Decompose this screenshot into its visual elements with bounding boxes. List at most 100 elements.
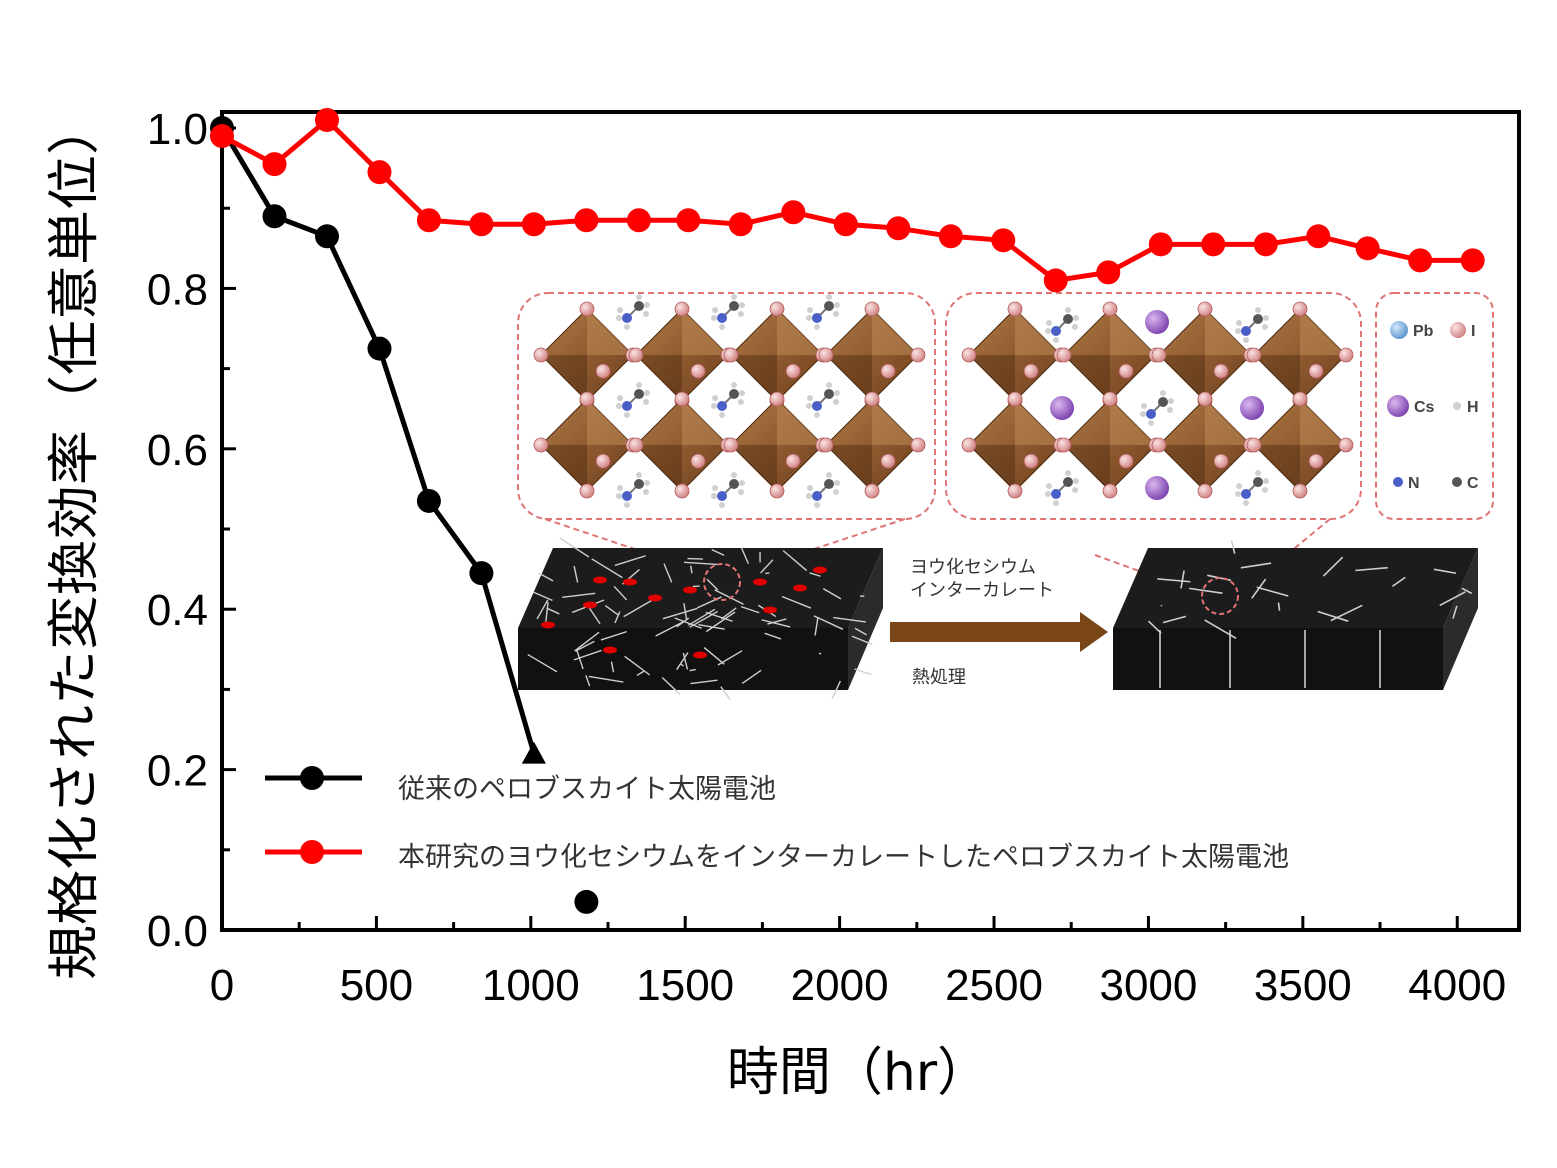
data-point (469, 212, 494, 237)
series-line-1 (220, 117, 1473, 283)
data-point (1253, 232, 1278, 257)
hydrogen-atom (806, 315, 812, 321)
iodine-atom (1197, 483, 1213, 499)
hydrogen-atom (1262, 487, 1268, 493)
carbon-atom (824, 389, 834, 399)
iodine-atom (769, 483, 785, 499)
iodine-atom (1023, 363, 1039, 379)
defect-mark (603, 646, 617, 654)
data-point (314, 108, 339, 133)
hydrogen-atom (644, 480, 650, 486)
iodine-atom (674, 391, 690, 407)
nitrogen-atom (812, 491, 822, 501)
y-axis: 0.0 0.2 0.4 0.6 0.8 1.0 (147, 105, 236, 956)
iodine-atom (690, 363, 706, 379)
data-point-isolated (574, 889, 599, 914)
legend: 従来のペロブスカイト太陽電池 本研究のヨウ化セシウムをインターカレートしたペロブ… (265, 766, 1289, 873)
iodine-atom (1308, 363, 1324, 379)
data-point (521, 212, 546, 237)
carbon-atom (1158, 397, 1168, 407)
iodine-atom (1151, 347, 1167, 363)
iodine-atom (690, 453, 706, 469)
hydrogen-atom (1065, 307, 1071, 313)
hydrogen-atom (636, 382, 642, 388)
legend-label-conventional: 従来のペロブスカイト太陽電池 (398, 774, 776, 805)
hydrogen-atom (814, 412, 820, 418)
defect-mark (583, 601, 597, 609)
nitrogen-atom (1146, 409, 1156, 419)
iodine-atom (595, 363, 611, 379)
x-axis: 0 500 1000 1500 2000 2500 3000 3500 4000 (210, 916, 1506, 1010)
iodine-atom (1246, 437, 1262, 453)
process-arrow (890, 612, 1108, 652)
iodine-atom (674, 483, 690, 499)
hydrogen-atom (1046, 483, 1052, 489)
iodine-atom (1197, 301, 1213, 317)
data-point (728, 212, 753, 237)
iodine-atom (769, 391, 785, 407)
hydrogen-atom (643, 489, 649, 495)
carbon-atom (824, 301, 834, 311)
defect-mark (763, 606, 777, 614)
x-tick-label: 4000 (1408, 961, 1506, 1010)
defect-mark (793, 584, 807, 592)
legend-marker-cesium (300, 840, 324, 864)
carbon-atom (634, 301, 644, 311)
hydrogen-atom (1072, 324, 1078, 330)
iodine-atom (628, 437, 644, 453)
data-point (833, 212, 858, 237)
iodine-atom (533, 347, 549, 363)
legend-label-cesium: 本研究のヨウ化セシウムをインターカレートしたペロブスカイト太陽電池 (398, 842, 1289, 873)
nitrogen-atom (717, 491, 727, 501)
x-tick-label: 3500 (1254, 961, 1352, 1010)
defect-mark (753, 578, 767, 586)
film-cesium (1113, 540, 1478, 690)
iodine-atom (785, 453, 801, 469)
y-axis-label: 規格化された変換効率（任意単位） (45, 100, 105, 980)
process-label-2: インターカレート (910, 580, 1054, 601)
hydrogen-atom (834, 302, 840, 308)
hydrogen-atom (738, 311, 744, 317)
hydrogen-atom (807, 395, 813, 401)
iodine-atom (1007, 391, 1023, 407)
iodine-atom (1338, 347, 1354, 363)
x-tick-label: 500 (340, 961, 413, 1010)
process-label-1: ヨウ化セシウム (910, 557, 1036, 578)
iodine-atom (785, 363, 801, 379)
carbon-atom (634, 389, 644, 399)
hydrogen-atom (1236, 483, 1242, 489)
defect-mark (623, 578, 637, 586)
hydrogen-atom (834, 390, 840, 396)
carbon-atom (824, 479, 834, 489)
data-point (781, 200, 806, 225)
nitrogen-atom (1241, 489, 1251, 499)
iodine-atom (1007, 301, 1023, 317)
hydrogen-atom (1235, 491, 1241, 497)
hydrogen-atom (643, 399, 649, 405)
carbon-atom (729, 479, 739, 489)
cesium-atom (1145, 476, 1169, 500)
hydrogen-atom (1053, 500, 1059, 506)
hydrogen-atom (833, 311, 839, 317)
hydrogen-atom (643, 311, 649, 317)
x-tick-label: 2000 (791, 961, 889, 1010)
data-point (1148, 232, 1173, 257)
iodine-atom (674, 301, 690, 317)
iodine-atom (1102, 483, 1118, 499)
atom-key-box (1375, 292, 1494, 520)
iodine-atom (961, 347, 977, 363)
iodine-atom (864, 301, 880, 317)
iodine-atom (628, 347, 644, 363)
hydrogen-atom (1243, 337, 1249, 343)
hydrogen-atom (1046, 320, 1052, 326)
iodine-atom (1118, 363, 1134, 379)
hydrogen-atom (806, 403, 812, 409)
data-point (367, 160, 392, 185)
nitrogen-atom (717, 313, 727, 323)
data-point (210, 124, 234, 149)
hydrogen-atom (1140, 411, 1146, 417)
iodine-atom (1102, 301, 1118, 317)
hydrogen-atom (624, 502, 630, 508)
hydrogen-atom (636, 294, 642, 300)
x-tick-label: 2500 (945, 961, 1043, 1010)
